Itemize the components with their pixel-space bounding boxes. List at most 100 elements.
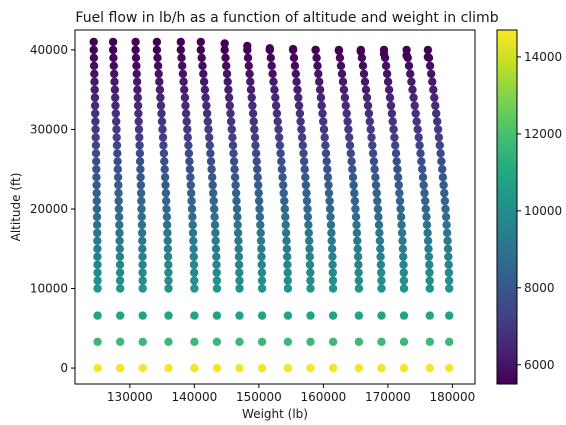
scatter-point [339,85,349,94]
scatter-point [399,363,409,373]
scatter-point [131,45,140,55]
scatter-point [402,51,411,60]
scatter-point [425,260,434,269]
scatter-point [348,165,357,174]
chart-title: Fuel flow in lb/h as a function of altit… [75,10,498,26]
scatter-point [138,337,147,346]
scatter-point [336,61,346,70]
scatter-point [347,157,356,166]
scatter-point [189,260,199,269]
scatter-point [93,363,102,373]
scatter-point [350,188,359,198]
scatter-point [93,252,102,261]
scatter-point [399,268,408,277]
scatter-point [442,220,451,230]
scatter-point [89,53,99,62]
scatter-point [291,69,300,79]
scatter-point [290,61,300,70]
scatter-point [202,109,212,118]
scatter-point [322,157,331,166]
scatter-point [434,133,444,142]
scatter-point [445,363,454,373]
scatter-point [115,260,125,269]
scatter-point [282,244,292,253]
scatter-point [111,109,121,118]
scatter-point [444,260,453,269]
scatter-point [133,93,142,102]
scatter-point [92,165,101,174]
scatter-point [187,196,196,206]
scatter-point [91,109,100,118]
scatter-point [365,117,374,126]
scatter-point [156,101,166,110]
scatter-point [190,268,199,277]
scatter-point [225,101,234,110]
scatter-point [196,37,205,47]
scatter-point [229,149,238,158]
scatter-point [134,125,144,134]
scatter-point [377,284,386,293]
scatter-point [276,149,285,158]
scatter-point [444,268,454,277]
scatter-point [226,117,236,126]
scatter-point [224,85,233,94]
y-tick-label: 30000 [30,122,68,136]
scatter-point [93,228,102,238]
scatter-point [425,363,434,373]
scatter-point [376,244,385,253]
scatter-point [176,37,185,47]
scatter-point [220,39,229,48]
scatter-point [324,188,334,198]
scatter-point [115,268,125,277]
scatter-point [328,311,338,320]
scatter-point [138,236,147,245]
y-tick-label: 10000 [30,282,68,296]
scatter-point [281,220,290,230]
scatter-point [312,53,321,62]
scatter-point [90,85,99,94]
scatter-point [138,260,147,269]
scatter-point [419,180,428,190]
scatter-point [445,337,454,346]
scatter-point [325,204,335,214]
scatter-point [442,228,452,238]
scatter-point [324,180,333,190]
scatter-point [211,236,220,245]
scatter-point [354,311,364,320]
scatter-point [436,149,445,158]
scatter-point [282,236,291,245]
scatter-point [115,244,125,253]
scatter-point [422,212,431,222]
scatter-point [185,165,195,174]
scatter-point [425,284,434,293]
y-axis-label: Altitude (ft) [9,173,23,242]
scatter-point [180,85,189,94]
scatter-point [254,188,263,198]
scatter-point [441,212,451,222]
scatter-point [326,220,336,230]
scatter-point [161,188,171,198]
scatter-point [132,61,141,70]
scatter-point [413,125,422,134]
scatter-point [412,117,421,126]
scatter-point [255,212,265,222]
colorbar [496,29,518,385]
scatter-point [243,41,252,51]
scatter-point [294,93,303,102]
scatter-point [234,260,244,269]
scatter-point [370,165,379,174]
scatter-point [384,85,394,94]
scatter-point [398,244,408,253]
scatter-point [162,220,172,230]
scatter-point [425,276,434,285]
scatter-point [396,212,406,222]
scatter-point [90,101,100,110]
scatter-point [444,252,453,261]
scatter-point [346,149,355,158]
scatter-point [443,244,453,253]
scatter-point [325,196,334,206]
scatter-point [89,37,98,47]
scatter-point [278,173,287,182]
scatter-point [316,93,326,102]
scatter-point [212,252,221,261]
